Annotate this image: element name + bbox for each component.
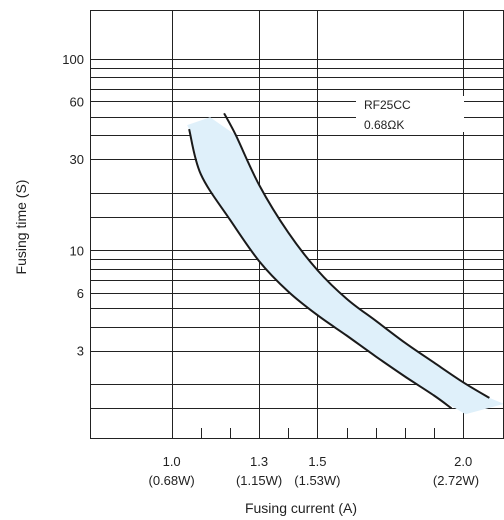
x-tick-label: 1.0 bbox=[163, 454, 181, 469]
x-tick-sublabel: (1.15W) bbox=[236, 473, 282, 488]
series-line-lower bbox=[188, 128, 453, 410]
x-tick-sublabel: (0.68W) bbox=[149, 473, 195, 488]
y-tick-labels: 100 60 30 10 6 3 bbox=[62, 52, 84, 359]
x-tick-sublabel: (2.72W) bbox=[433, 473, 479, 488]
x-tick-label: 1.5 bbox=[308, 454, 326, 469]
x-axis-title: Fusing current (A) bbox=[245, 500, 357, 516]
y-tick-label: 3 bbox=[77, 344, 84, 359]
series-line-upper bbox=[223, 112, 490, 399]
y-tick-label: 6 bbox=[77, 286, 84, 301]
x-tick-label: 1.3 bbox=[250, 454, 268, 469]
annotation-model: RF25CC bbox=[364, 98, 411, 112]
fusing-curves bbox=[188, 112, 490, 410]
y-tick-label: 10 bbox=[70, 243, 84, 258]
fusing-band bbox=[187, 117, 504, 415]
x-tick-label: 2.0 bbox=[454, 454, 472, 469]
x-minor-ticks bbox=[201, 428, 435, 438]
y-tick-label: 100 bbox=[62, 52, 84, 67]
horizontal-gridlines bbox=[90, 59, 504, 409]
annotation-backdrop bbox=[356, 96, 464, 132]
y-axis-title: Fusing time (S) bbox=[13, 180, 29, 275]
y-tick-label: 30 bbox=[70, 152, 84, 167]
annotation-resistance: 0.68ΩK bbox=[364, 118, 404, 132]
x-tick-labels: 1.0 (0.68W) 1.3 (1.15W) 1.5 (1.53W) 2.0 (2.72W) bbox=[149, 454, 480, 488]
x-tick-sublabel: (1.53W) bbox=[294, 473, 340, 488]
y-tick-label: 60 bbox=[70, 94, 84, 109]
